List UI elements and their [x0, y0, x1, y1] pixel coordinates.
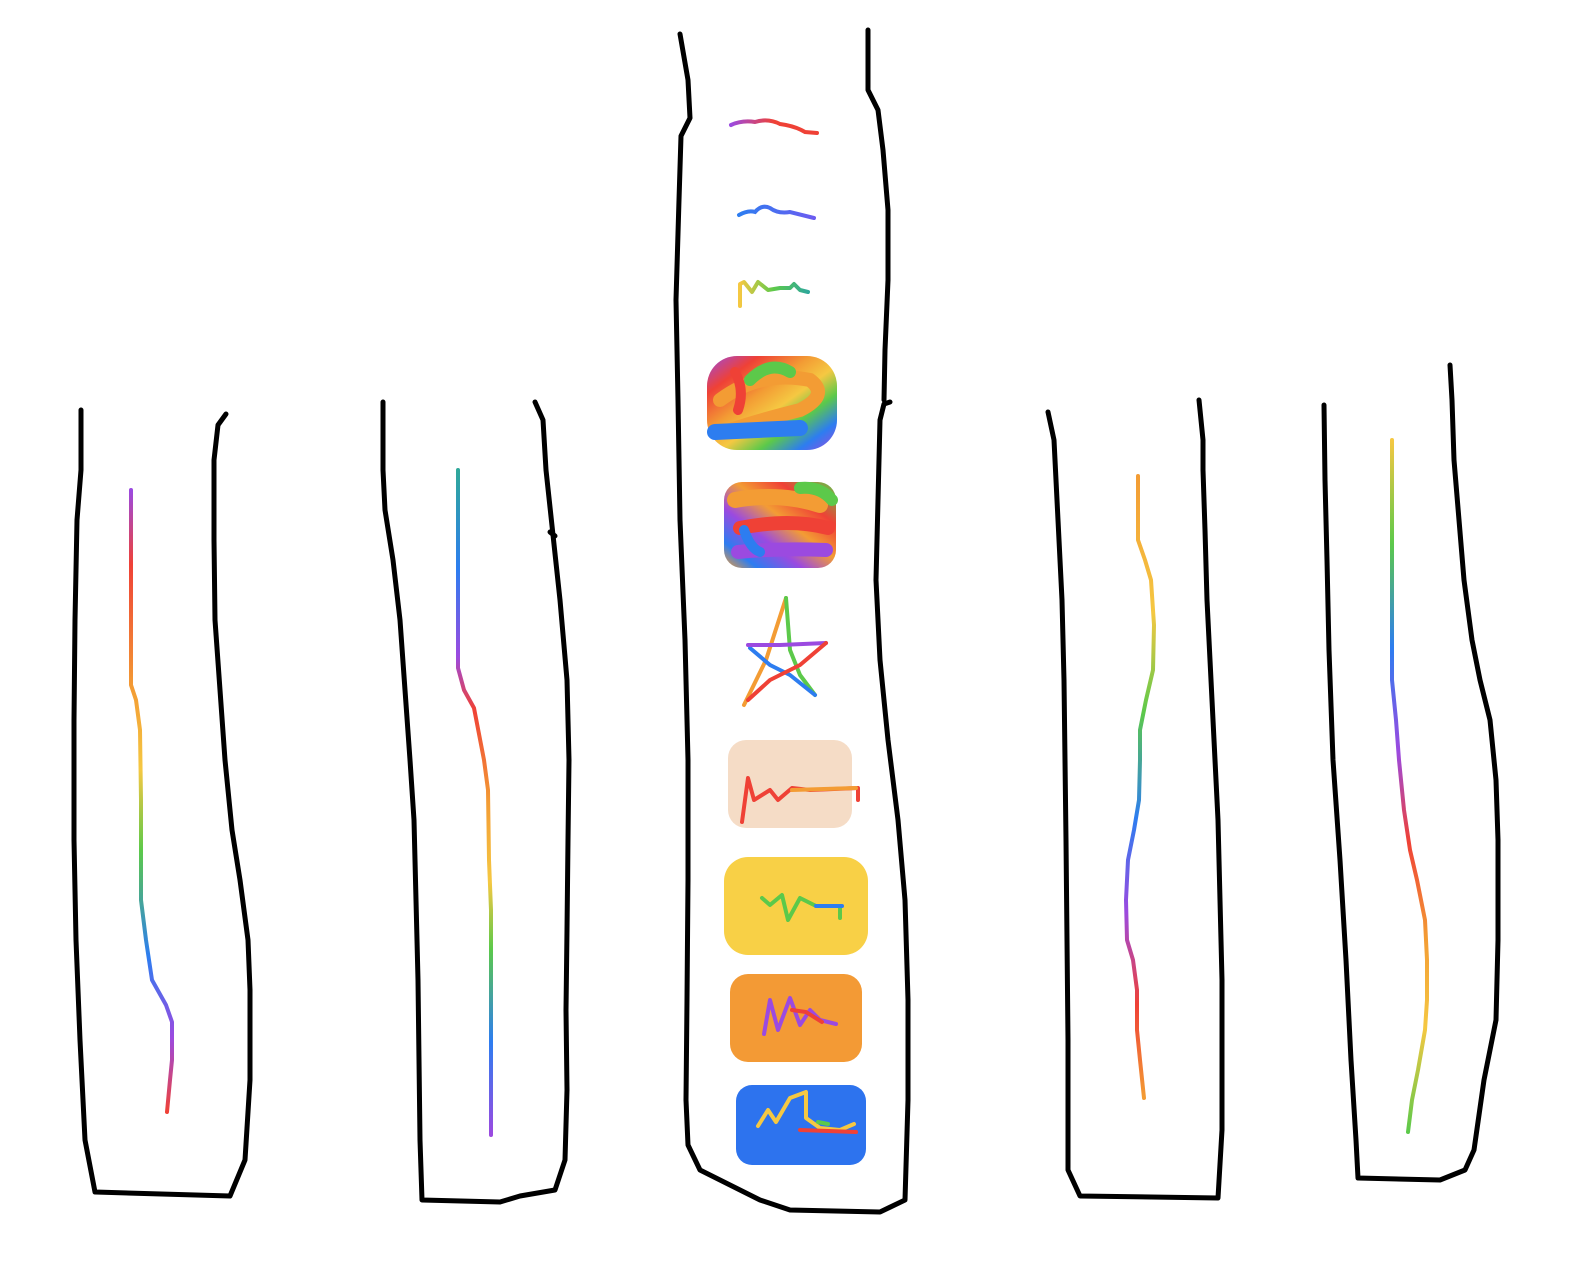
wave-purple-red [729, 118, 819, 135]
rainbow-stroke-inner-left [456, 468, 493, 1137]
rainbow-stroke-inner-right [1124, 474, 1156, 1100]
rainbow-stroke-outer-left [129, 488, 174, 1114]
column-outer-left [71, 407, 253, 1199]
card-peach [728, 740, 860, 828]
wave-blue [737, 204, 816, 220]
column-inner-right [1045, 397, 1225, 1201]
scribble-yellow-green-teal [738, 280, 810, 308]
star-rainbow [742, 596, 828, 707]
blob-rainbow-2 [724, 481, 838, 568]
card-orange [730, 974, 862, 1062]
column-inner-left [380, 399, 572, 1205]
column-center [673, 27, 911, 1215]
rainbow-stroke-outer-right [1390, 438, 1429, 1134]
card-blue [736, 1085, 866, 1165]
column-outer-right [1321, 362, 1501, 1183]
card-yellow [724, 857, 868, 955]
blob-rainbow [707, 356, 837, 450]
